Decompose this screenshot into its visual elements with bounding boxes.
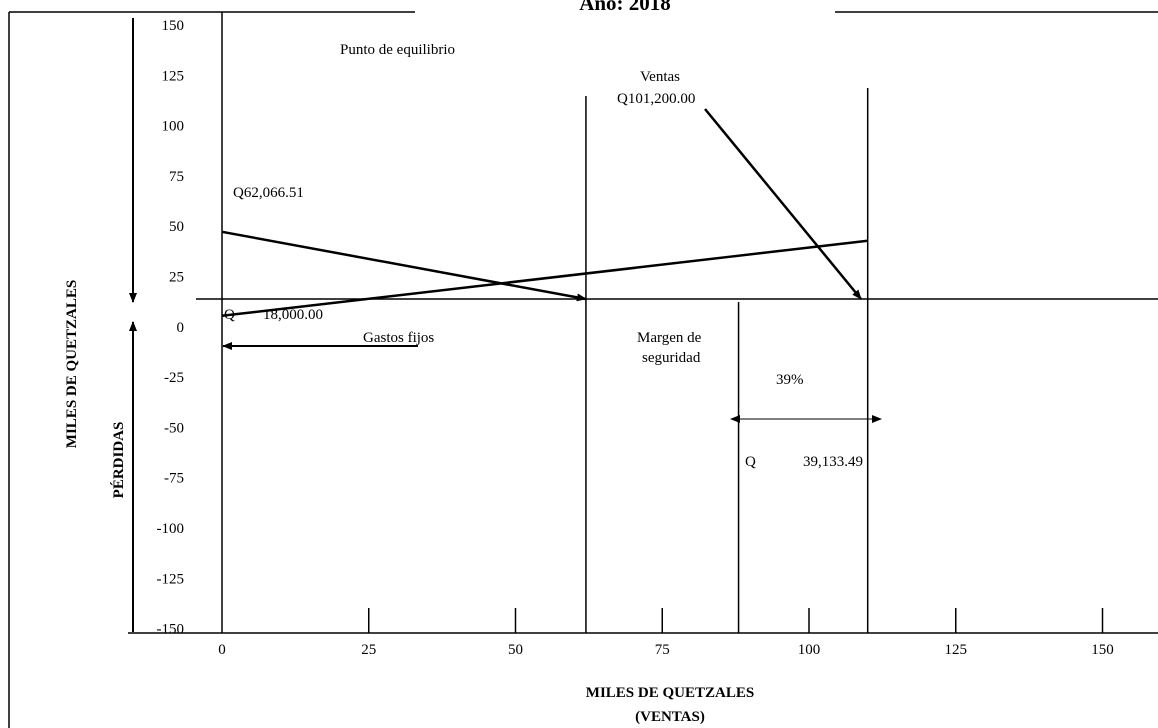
sales-label: Ventas bbox=[640, 69, 680, 85]
fixed-q: Q bbox=[224, 307, 235, 323]
x-axis-sublabel: (VENTAS) bbox=[635, 709, 705, 725]
start-value: Q62,066.51 bbox=[233, 185, 304, 201]
series-line-descending bbox=[221, 230, 587, 302]
loss-axis-label: PÉRDIDAS bbox=[110, 422, 127, 499]
x-tick-label: 50 bbox=[508, 642, 523, 658]
y-tick-label: 150 bbox=[162, 18, 185, 34]
y-tick-label: 50 bbox=[169, 219, 184, 235]
y-tick-label: 0 bbox=[177, 320, 185, 336]
margin-label-2: seguridad bbox=[642, 350, 701, 366]
y-tick-label: 125 bbox=[162, 68, 185, 84]
sales-arrow bbox=[704, 108, 862, 300]
margin-q: Q bbox=[745, 454, 756, 470]
margin-pct: 39% bbox=[776, 372, 804, 388]
chart-title: Año: 2018 bbox=[579, 0, 671, 15]
chart-frame bbox=[8, 11, 1158, 728]
fixed-costs-label: Gastos fijos bbox=[363, 330, 434, 346]
x-tick-label: 150 bbox=[1091, 642, 1114, 658]
x-tick-label: 25 bbox=[361, 642, 376, 658]
x-tick-label: 100 bbox=[798, 642, 821, 658]
y-tick-label: 100 bbox=[162, 119, 185, 135]
sales-value: Q101,200.00 bbox=[617, 91, 695, 107]
x-axis-label: MILES DE QUETZALES bbox=[586, 685, 754, 701]
y-tick-label: -100 bbox=[157, 521, 185, 537]
margin-label-1: Margen de bbox=[637, 330, 702, 346]
y-tick-label: 25 bbox=[169, 270, 184, 286]
x-tick-label: 75 bbox=[655, 642, 670, 658]
y-tick-label: 75 bbox=[169, 169, 184, 185]
y-tick-label: -75 bbox=[164, 471, 184, 487]
y-axis-label: MILES DE QUETZALES bbox=[64, 280, 80, 448]
y-tick-label: -25 bbox=[164, 370, 184, 386]
fixed-value: 18,000.00 bbox=[263, 307, 323, 323]
series-line-ascending bbox=[221, 239, 868, 318]
x-tick-label: 0 bbox=[218, 642, 226, 658]
y-tick-label: -50 bbox=[164, 420, 184, 436]
y-tick-label: -125 bbox=[157, 571, 185, 587]
margin-value: 39,133.49 bbox=[803, 454, 863, 470]
equilibrium-label: Punto de equilibrio bbox=[340, 42, 455, 58]
y-tick-label: -150 bbox=[157, 622, 185, 638]
x-tick-label: 125 bbox=[945, 642, 968, 658]
